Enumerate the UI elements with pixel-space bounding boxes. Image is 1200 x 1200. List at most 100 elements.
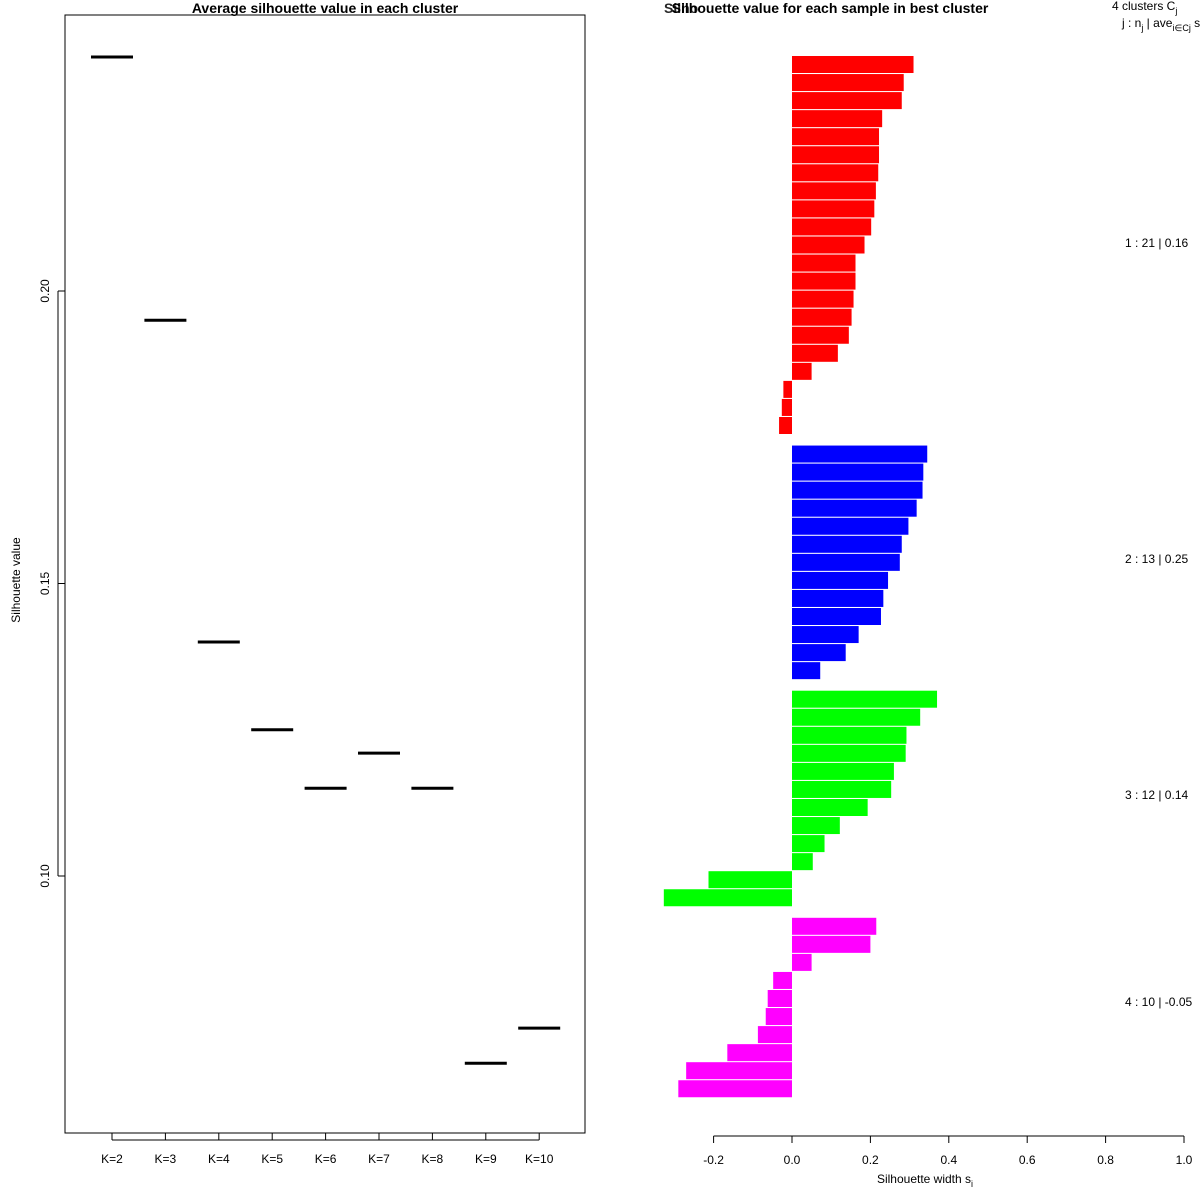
x-tick-label: 1.0: [1176, 1153, 1193, 1167]
cluster-summary-label: 2 : 13 | 0.25: [1125, 552, 1188, 566]
silhouette-bar: [792, 589, 884, 607]
x-tick-label: K=8: [422, 1152, 444, 1166]
silhouette-bar: [792, 517, 909, 535]
x-tick-label: 0.4: [940, 1153, 957, 1167]
silhouette-bar: [792, 218, 872, 236]
legend-header: 4 clusters Cj: [1112, 0, 1177, 16]
legend-subheader: j : nj | avei∈Cj s: [1121, 16, 1200, 33]
x-tick-label: K=10: [525, 1152, 554, 1166]
silhouette-bar: [792, 290, 854, 308]
average-silhouette-panel: Average silhouette value in each cluster…: [9, 0, 586, 1166]
silhouette-bar: [792, 499, 917, 517]
silhouette-bar: [792, 708, 921, 726]
x-tick-label: K=3: [155, 1152, 177, 1166]
silhouette-bar: [783, 380, 792, 398]
x-tick-label: -0.2: [703, 1153, 724, 1167]
silhouette-bar: [792, 200, 875, 218]
legend-header-main: 4 clusters C: [1112, 0, 1176, 13]
silhouette-bar: [792, 835, 825, 853]
x-tick-label: K=7: [368, 1152, 390, 1166]
silhouette-bar: [792, 74, 904, 92]
x-tick-label: 0.6: [1019, 1153, 1036, 1167]
right-chart-title: Silhouette value for each sample in best…: [672, 0, 989, 16]
silhouette-bar: [779, 417, 792, 434]
silhouette-bar: [678, 1080, 792, 1098]
x-tick-label: K=2: [101, 1152, 123, 1166]
silhouette-bar: [792, 362, 812, 380]
legend-subheader-mid: | ave: [1143, 16, 1172, 30]
silhouette-bar: [792, 608, 881, 625]
legend-subheader-sub: j: [1140, 23, 1143, 33]
y-tick-label: 0.20: [38, 279, 52, 303]
right-x-axis-label-main: Silhouette width s: [877, 1172, 971, 1186]
silhouette-bar: [792, 110, 883, 128]
cluster-summary-label: 1 : 21 | 0.16: [1125, 236, 1188, 250]
silhouette-bar: [792, 935, 871, 953]
silhouette-bar: [792, 662, 821, 680]
silhouette-bar: [792, 481, 923, 499]
silhouette-bar: [792, 744, 906, 762]
x-tick-label: K=6: [315, 1152, 337, 1166]
silhouette-bar: [792, 92, 902, 110]
silhouette-bar: [792, 236, 865, 254]
right-x-axis-label-sub: i: [971, 1179, 973, 1189]
silhouette-bar: [792, 308, 852, 326]
x-tick-label: K=4: [208, 1152, 230, 1166]
silhouette-bar: [767, 990, 792, 1007]
silhouette-bar: [792, 780, 892, 798]
silhouette-bar: [773, 971, 792, 989]
silhouette-bar: [792, 553, 900, 571]
legend-subheader-mid-sub: i∈Cj: [1172, 23, 1190, 33]
right-title-overlap-text: Silho: [664, 0, 698, 16]
silhouette-bar: [708, 871, 792, 889]
x-tick-label: K=9: [475, 1152, 497, 1166]
cluster-summary-label: 3 : 12 | 0.14: [1125, 788, 1188, 802]
silhouette-bar: [792, 535, 902, 553]
silhouette-bar: [792, 146, 880, 164]
silhouette-bar: [663, 889, 792, 907]
silhouette-bar: [792, 445, 928, 463]
x-tick-label: K=5: [261, 1152, 283, 1166]
x-tick-label: 0.0: [784, 1153, 801, 1167]
silhouette-bar: [792, 182, 876, 200]
silhouette-bar: [792, 463, 924, 481]
silhouette-bar: [792, 571, 889, 589]
legend-subheader-end: s: [1191, 16, 1200, 30]
silhouette-bar: [792, 953, 812, 971]
silhouette-bar: [792, 817, 840, 835]
silhouette-bar: [686, 1062, 792, 1080]
x-tick-label: 0.8: [1097, 1153, 1114, 1167]
right-x-axis-label: Silhouette width si: [877, 1172, 973, 1189]
silhouette-bar: [792, 917, 877, 935]
silhouette-bar: [792, 272, 856, 290]
silhouette-bar: [792, 690, 938, 708]
cluster-summary-label: 4 : 10 | -0.05: [1125, 995, 1192, 1009]
silhouette-bar: [792, 762, 894, 780]
left-y-axis-label: Silhouette value: [9, 537, 23, 623]
silhouette-bar: [792, 254, 856, 272]
silhouette-bar: [757, 1026, 792, 1044]
silhouette-bar: [792, 626, 859, 644]
silhouette-bar: [781, 398, 792, 416]
silhouette-bar: [792, 128, 880, 146]
silhouette-bar: [792, 644, 846, 662]
silhouette-bar: [792, 326, 849, 344]
silhouette-bar: [792, 164, 879, 182]
silhouette-bar: [792, 344, 838, 362]
silhouette-bar: [792, 726, 907, 744]
legend-subheader-main: j : n: [1121, 16, 1141, 30]
left-chart-title: Average silhouette value in each cluster: [192, 0, 459, 16]
silhouette-bar: [792, 853, 813, 871]
y-tick-label: 0.10: [38, 864, 52, 888]
sample-silhouette-panel: Silhouette value for each sample in best…: [663, 0, 1200, 1189]
y-tick-label: 0.15: [38, 571, 52, 595]
left-plot-frame: [64, 14, 586, 1134]
left-chart-marks: K=2 K=3 K=4 K=5 K=6 K=7 K=8 K=9 K=10 0.10 0.15 0.20: [38, 55, 561, 1166]
silhouette-bar: [792, 799, 868, 816]
silhouette-bar: [792, 56, 914, 73]
x-tick-label: 0.2: [862, 1153, 879, 1167]
right-chart-marks: 1 : 21 | 0.16 2 : 13 | 0.25 3 : 12 | 0.14 4…: [663, 56, 1193, 1167]
silhouette-bar: [727, 1044, 792, 1062]
silhouette-bar: [765, 1008, 792, 1026]
